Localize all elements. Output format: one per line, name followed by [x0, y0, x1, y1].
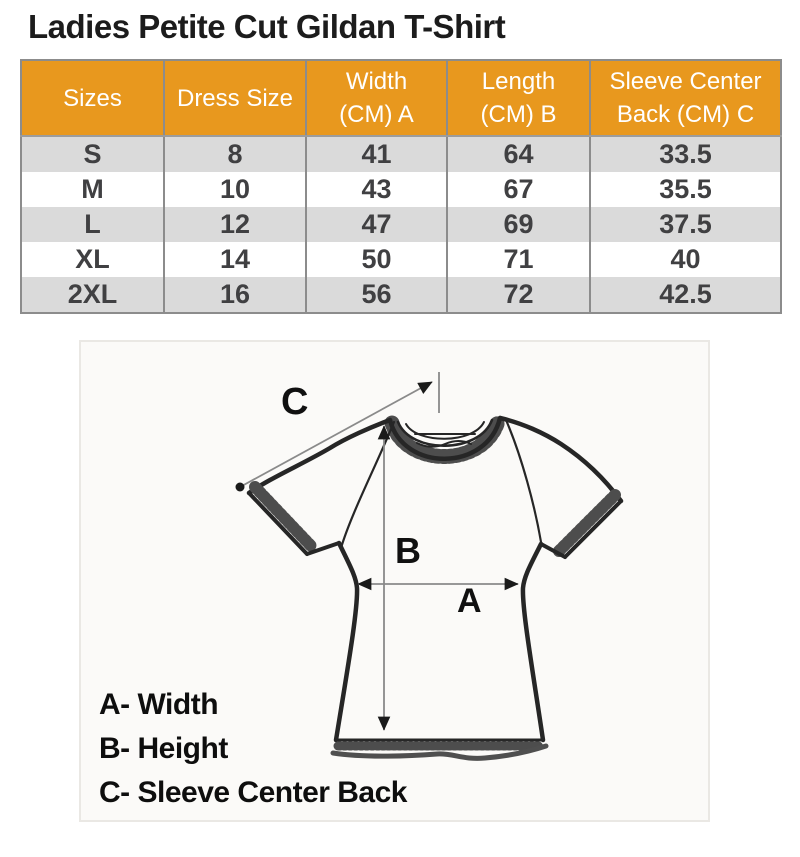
right-cuff-ribbing — [553, 489, 621, 557]
right-cuff-edge — [563, 499, 623, 559]
size-table: Sizes Dress Size Width (CM) A Length (CM) … — [20, 59, 782, 314]
page-title: Ladies Petite Cut Gildan T-Shirt — [28, 8, 506, 45]
left-cuff-ribbing — [249, 481, 318, 553]
tshirt-diagram-panel: C B A A- Width B- Height C- Sleeve Cente… — [79, 340, 710, 822]
hem-bottom-edge — [330, 743, 549, 761]
table-cell-length_cm_b: 67 — [446, 172, 590, 207]
size-table-body: S 8 41 64 33.5 M 10 43 67 35.5 L 12 47 69 37.5 XL 14 50 71… — [21, 136, 781, 313]
table-cell-sleeve_center_back_cm_c: 37.5 — [589, 207, 781, 242]
legend-item-width: A- Width — [99, 688, 219, 721]
collar-outer-edge — [387, 415, 503, 461]
table-row: S 8 41 64 33.5 — [21, 136, 781, 172]
table-cell-sleeve_center_back_cm_c: 33.5 — [589, 136, 781, 172]
table-cell-width_cm_a: 41 — [305, 136, 447, 172]
left-sleeve-seam — [339, 420, 396, 550]
right-body-side — [520, 541, 546, 743]
table-row: M 10 43 67 35.5 — [21, 172, 781, 207]
collar-back-squiggle — [416, 440, 472, 448]
label-c: C — [281, 381, 308, 423]
table-cell-dress_size: 8 — [163, 136, 306, 172]
table-row: XL 14 50 71 40 — [21, 242, 781, 277]
table-cell-length_cm_b: 72 — [446, 277, 590, 313]
right-underarm-line — [539, 542, 567, 559]
table-cell-sleeve_center_back_cm_c: 35.5 — [589, 172, 781, 207]
table-cell-size: XL — [75, 244, 110, 274]
table-cell-length_cm_b: 64 — [446, 136, 590, 172]
right-sleeve-seam — [504, 418, 543, 544]
tshirt-diagram-svg: C B A — [235, 372, 624, 761]
col-header-dress-size: Dress Size — [163, 60, 306, 137]
col-header-width: Width (CM) A — [305, 60, 447, 137]
table-cell-dress_size: 10 — [163, 172, 306, 207]
table-cell-width_cm_a: 50 — [305, 242, 447, 277]
table-header-row: Sizes Dress Size Width (CM) A Length (CM) … — [21, 60, 781, 137]
table-cell-length_cm_b: 69 — [446, 207, 590, 242]
left-cuff-edge — [247, 491, 309, 556]
table-cell-width_cm_a: 43 — [305, 172, 447, 207]
col-header-length: Length (CM) B — [446, 60, 590, 137]
collar-inner-arc2 — [405, 421, 485, 440]
table-cell-width_cm_a: 56 — [305, 277, 447, 313]
table-cell-length_cm_b: 71 — [446, 242, 590, 277]
measure-c-line — [239, 381, 433, 488]
col-header-sleeve-center-back: Sleeve Center Back (CM) C — [589, 60, 781, 137]
legend-item-height: B- Height — [99, 732, 228, 765]
measure-c-endpoint-dot — [235, 482, 245, 492]
right-shoulder-line — [497, 415, 624, 504]
table-row: L 12 47 69 37.5 — [21, 207, 781, 242]
legend-item-sleeve: C- Sleeve Center Back — [99, 776, 408, 809]
left-shoulder-line — [246, 417, 393, 496]
label-b: B — [395, 530, 421, 571]
collar-inner-arc — [396, 418, 494, 447]
col-header-sizes: Sizes — [21, 60, 164, 137]
table-cell-sleeve_center_back_cm_c: 40 — [589, 242, 781, 277]
table-cell-dress_size: 12 — [163, 207, 306, 242]
table-cell-size: L — [84, 209, 101, 239]
tshirt-outline — [246, 413, 624, 761]
label-a: A — [457, 582, 482, 620]
table-cell-size: 2XL — [67, 279, 118, 309]
left-underarm-line — [305, 541, 341, 556]
table-cell-dress_size: 14 — [163, 242, 306, 277]
table-cell-dress_size: 16 — [163, 277, 306, 313]
table-cell-width_cm_a: 47 — [305, 207, 447, 242]
left-body-side — [333, 540, 360, 743]
measurement-legend: A- Width B- Height C- Sleeve Center Back — [99, 683, 408, 815]
measurement-lines — [239, 372, 519, 731]
table-row: 2XL 16 56 72 42.5 — [21, 277, 781, 313]
table-cell-size: S — [83, 139, 102, 169]
table-cell-size: M — [81, 174, 104, 204]
table-cell-sleeve_center_back_cm_c: 42.5 — [589, 277, 781, 313]
